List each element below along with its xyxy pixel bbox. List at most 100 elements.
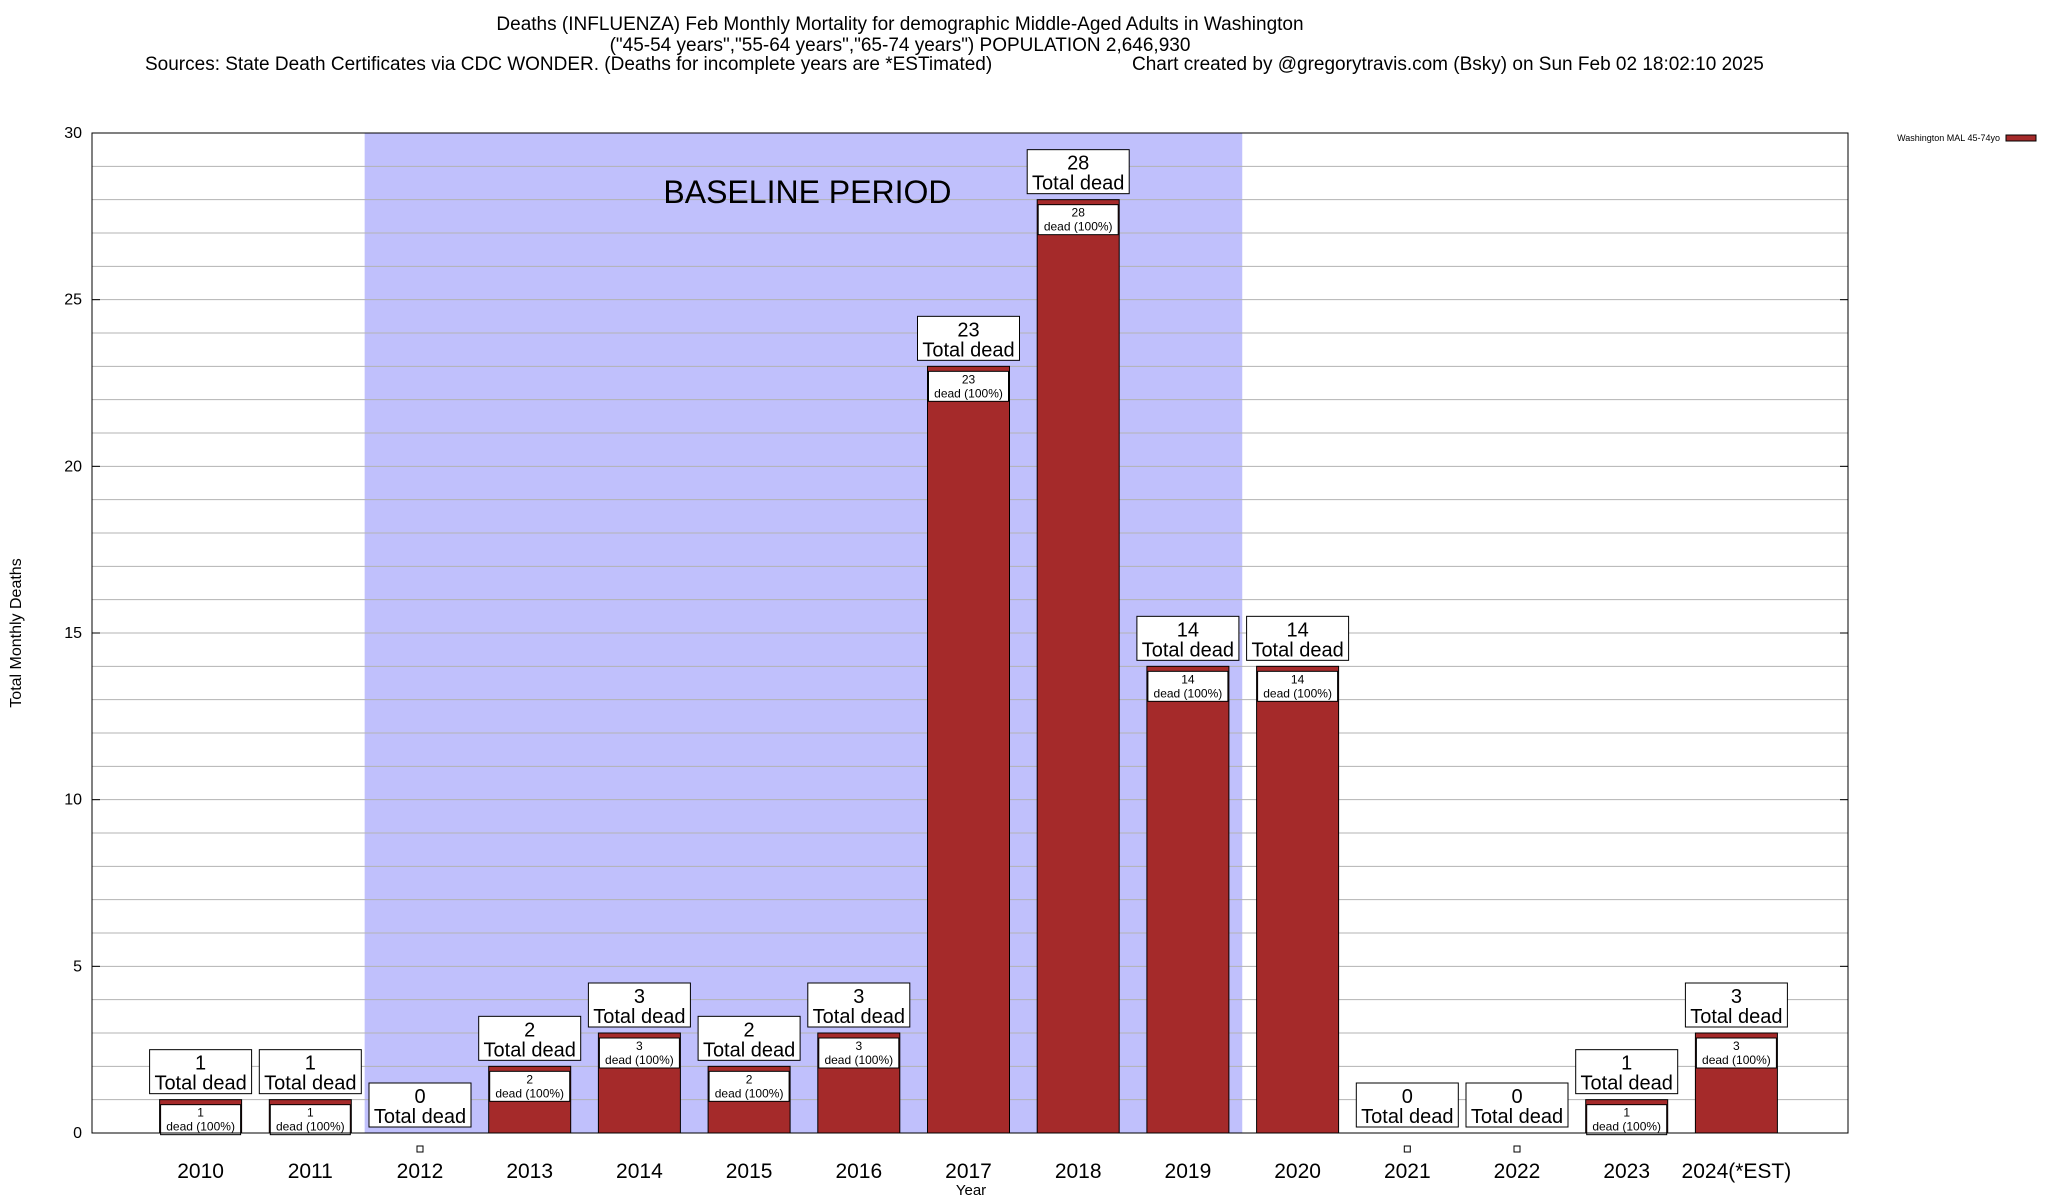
total-label-value: 14 [1286, 619, 1308, 641]
inner-label-value: 2 [526, 1072, 533, 1086]
total-label-box [1684, 982, 1788, 1028]
inner-label-text: dead (100%) [1592, 1120, 1661, 1134]
x-tick-label: 2015 [726, 1160, 773, 1183]
inner-label-text: dead (100%) [605, 1053, 674, 1067]
x-tick-label: 2013 [506, 1160, 553, 1183]
inner-label-text: dead (100%) [276, 1120, 345, 1134]
total-label-box [1246, 615, 1350, 661]
total-label-value: 2 [524, 1019, 535, 1041]
y-tick-label: 10 [64, 792, 82, 809]
total-label-box [697, 1015, 801, 1061]
total-label-value: 1 [195, 1053, 206, 1075]
total-label-value: 0 [414, 1086, 425, 1108]
x-tick-label: 2020 [1274, 1160, 1321, 1183]
chart-subtitle: ("45-54 years","55-64 years","65-74 year… [609, 35, 1191, 56]
total-label-text: Total dead [922, 339, 1014, 361]
x-tick-label: 2017 [945, 1160, 992, 1183]
total-label-text: Total dead [1471, 1106, 1563, 1128]
inner-label-box [928, 370, 1009, 402]
inner-label-box [1586, 1104, 1668, 1136]
total-label-text: Total dead [593, 1006, 685, 1028]
total-label-value: 2 [744, 1019, 755, 1041]
legend-label: Washington MAL 45-74yo [1897, 133, 2000, 143]
total-label-value: 1 [305, 1053, 316, 1075]
total-label-text: Total dead [703, 1039, 795, 1061]
inner-label-value: 1 [197, 1106, 204, 1120]
inner-label-value: 28 [1072, 206, 1086, 220]
total-label-box [1575, 1049, 1679, 1095]
total-label-text: Total dead [1032, 173, 1124, 195]
total-label-box [258, 1049, 362, 1095]
total-label-value: 3 [853, 986, 864, 1008]
inner-label-box [160, 1104, 242, 1136]
inner-label-box [1147, 670, 1229, 702]
inner-label-box [818, 1037, 900, 1069]
inner-label-box [598, 1037, 680, 1069]
inner-label-value: 3 [855, 1039, 862, 1053]
inner-label-text: dead (100%) [166, 1120, 235, 1134]
total-label-text: Total dead [264, 1073, 356, 1095]
inner-label-text: dead (100%) [495, 1086, 564, 1100]
zero-marker [1513, 1145, 1521, 1153]
x-tick-label: 2016 [835, 1160, 882, 1183]
total-label-text: Total dead [1142, 639, 1234, 661]
y-tick-label: 25 [64, 292, 82, 309]
inner-label-box [489, 1070, 571, 1102]
inner-label-text: dead (100%) [824, 1053, 893, 1067]
inner-label-box [1037, 204, 1119, 236]
inner-label-box [269, 1104, 351, 1136]
inner-label-value: 1 [307, 1106, 314, 1120]
total-label-value: 0 [1402, 1086, 1413, 1108]
x-tick-label: 2010 [177, 1160, 224, 1183]
x-axis-title: Year [956, 1182, 986, 1199]
y-tick-label: 30 [64, 125, 82, 142]
total-label-value: 1 [1621, 1053, 1632, 1075]
total-label-box [1465, 1082, 1569, 1128]
total-label-box [1026, 149, 1130, 195]
total-label-box [587, 982, 691, 1028]
zero-marker [1403, 1145, 1411, 1153]
total-label-box [1355, 1082, 1459, 1128]
y-tick-label: 15 [64, 625, 82, 642]
inner-label-text: dead (100%) [1702, 1053, 1771, 1067]
inner-label-value: 3 [1733, 1039, 1740, 1053]
inner-label-box [1257, 670, 1339, 702]
total-label-text: Total dead [154, 1073, 246, 1095]
inner-label-text: dead (100%) [1154, 686, 1223, 700]
x-tick-label: 2021 [1384, 1160, 1431, 1183]
inner-label-value: 3 [636, 1039, 643, 1053]
x-tick-label: 2023 [1603, 1160, 1650, 1183]
total-label-box [1136, 615, 1240, 661]
total-label-value: 14 [1177, 619, 1199, 641]
y-tick-label: 20 [64, 458, 82, 475]
inner-label-text: dead (100%) [1044, 220, 1113, 234]
total-label-value: 0 [1511, 1086, 1522, 1108]
total-label-box [478, 1015, 582, 1061]
x-tick-label: 2011 [288, 1160, 333, 1183]
inner-label-text: dead (100%) [934, 386, 1003, 400]
total-label-value: 28 [1067, 153, 1089, 175]
inner-label-value: 1 [1623, 1106, 1630, 1120]
bar [1036, 199, 1120, 1134]
total-label-text: Total dead [1581, 1073, 1673, 1095]
total-label-text: Total dead [813, 1006, 905, 1028]
bar [1256, 665, 1340, 1134]
total-label-box [149, 1049, 253, 1095]
total-label-value: 23 [957, 319, 979, 341]
inner-label-box [1695, 1037, 1777, 1069]
x-tick-label: 2024(*EST) [1682, 1160, 1792, 1183]
bar [927, 365, 1010, 1134]
x-tick-label: 2022 [1494, 1160, 1541, 1183]
x-tick-label: 2019 [1165, 1160, 1212, 1183]
x-tick-label: 2014 [616, 1160, 663, 1183]
x-tick-label: 2012 [397, 1160, 444, 1183]
y-tick-label: 5 [73, 958, 82, 975]
inner-label-value: 2 [746, 1072, 753, 1086]
total-label-text: Total dead [1251, 639, 1343, 661]
legend-swatch [2005, 134, 2037, 142]
inner-label-value: 14 [1291, 672, 1305, 686]
total-label-value: 3 [634, 986, 645, 1008]
total-label-box [368, 1082, 472, 1128]
chart-title: Deaths (INFLUENZA) Feb Monthly Mortality… [496, 14, 1304, 35]
